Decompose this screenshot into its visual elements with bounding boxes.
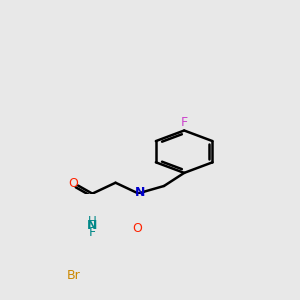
Text: N: N: [135, 186, 146, 199]
Text: O: O: [133, 222, 142, 235]
Text: N: N: [87, 219, 98, 232]
Text: Br: Br: [67, 269, 81, 282]
Text: F: F: [181, 116, 188, 129]
Text: O: O: [69, 177, 79, 190]
Text: F: F: [88, 226, 96, 239]
Text: H: H: [87, 215, 96, 228]
